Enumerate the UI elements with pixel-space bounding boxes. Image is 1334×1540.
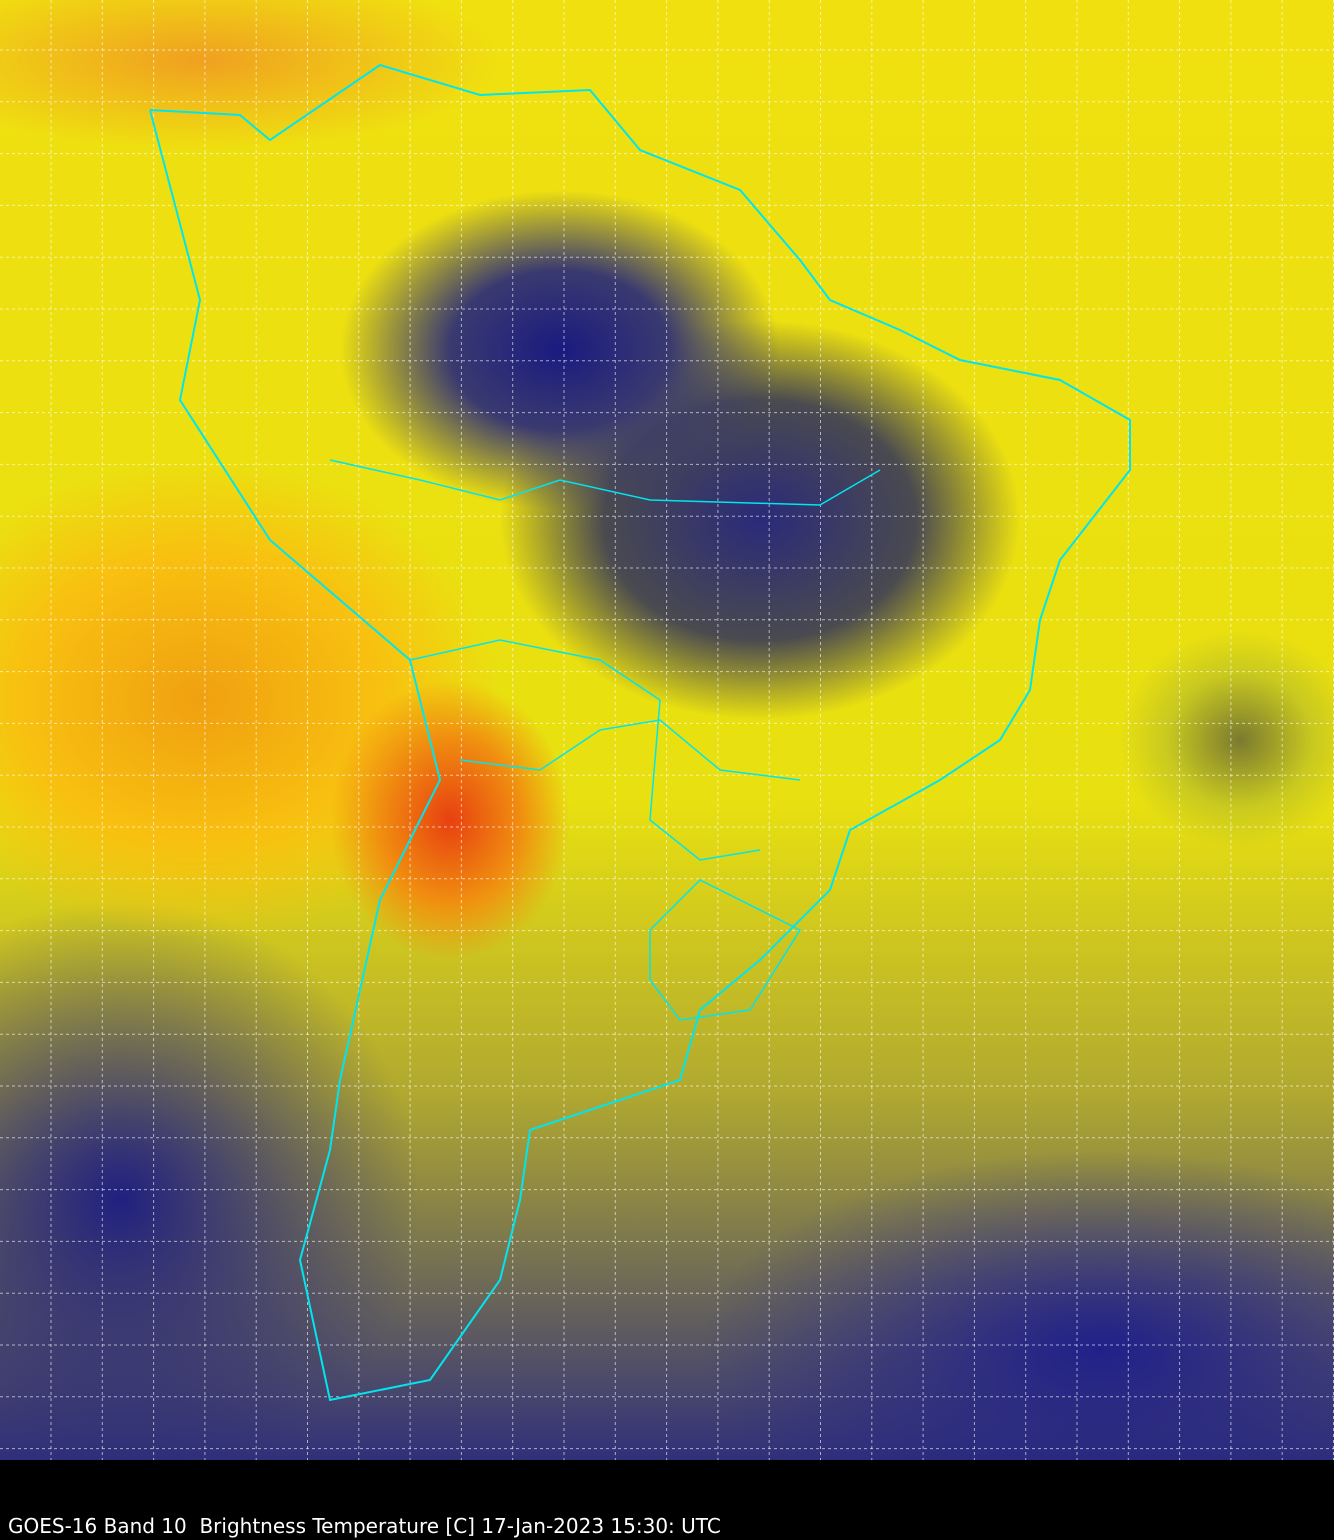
graticule-grid <box>0 0 1334 1460</box>
continent-outline <box>149 63 1131 1402</box>
country-border <box>459 719 801 781</box>
image-caption: GOES-16 Band 10 Brightness Temperature [… <box>8 1514 721 1538</box>
country-border <box>329 459 881 506</box>
map-overlay <box>0 0 1334 1460</box>
country-border <box>409 639 761 861</box>
brightness-temperature-image <box>0 0 1334 1460</box>
country-border <box>649 879 802 1021</box>
